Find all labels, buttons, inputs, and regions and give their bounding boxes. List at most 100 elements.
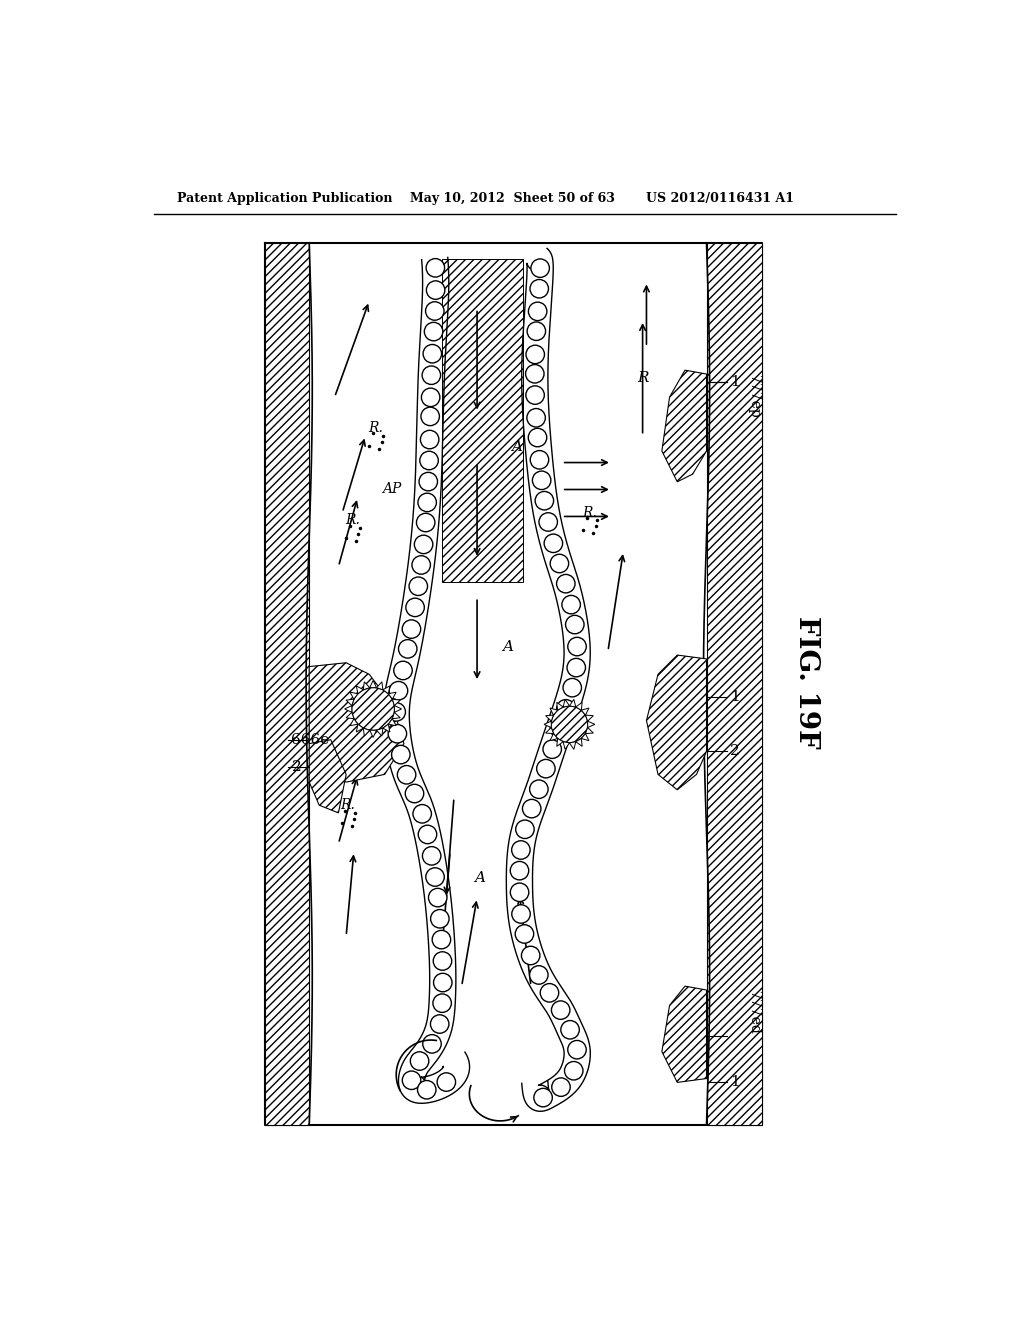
Polygon shape <box>383 686 390 694</box>
Text: R: R <box>637 371 648 384</box>
Circle shape <box>564 1061 583 1080</box>
Text: A: A <box>512 440 522 454</box>
Circle shape <box>387 702 406 721</box>
Circle shape <box>402 620 421 639</box>
Polygon shape <box>309 663 403 781</box>
Circle shape <box>422 366 440 384</box>
Circle shape <box>551 706 588 743</box>
Text: R.: R. <box>582 506 597 520</box>
Circle shape <box>424 322 442 341</box>
Circle shape <box>552 1001 570 1019</box>
Polygon shape <box>388 718 396 726</box>
Circle shape <box>433 952 452 970</box>
Polygon shape <box>309 739 346 813</box>
Circle shape <box>530 450 549 469</box>
Polygon shape <box>346 700 354 706</box>
Circle shape <box>567 638 587 656</box>
Circle shape <box>412 556 430 574</box>
Circle shape <box>391 746 410 764</box>
Circle shape <box>437 1073 456 1092</box>
Circle shape <box>567 659 586 677</box>
Circle shape <box>516 820 535 838</box>
Polygon shape <box>346 713 354 718</box>
Polygon shape <box>546 727 553 734</box>
Polygon shape <box>582 708 589 715</box>
Circle shape <box>418 1081 436 1100</box>
Circle shape <box>419 473 437 491</box>
Circle shape <box>398 640 417 659</box>
Circle shape <box>512 904 530 923</box>
Text: May 10, 2012  Sheet 50 of 63: May 10, 2012 Sheet 50 of 63 <box>410 191 615 205</box>
Text: A: A <box>474 871 485 886</box>
Polygon shape <box>442 259 523 582</box>
Circle shape <box>411 1052 429 1071</box>
Polygon shape <box>356 686 364 694</box>
Circle shape <box>431 909 450 928</box>
Circle shape <box>418 825 436 843</box>
Circle shape <box>430 1015 449 1034</box>
Circle shape <box>565 615 584 634</box>
Polygon shape <box>586 727 593 734</box>
Polygon shape <box>575 738 583 746</box>
Circle shape <box>415 535 433 553</box>
Polygon shape <box>550 708 558 715</box>
Circle shape <box>394 661 413 680</box>
Circle shape <box>426 259 444 277</box>
Circle shape <box>557 700 575 718</box>
Circle shape <box>528 302 547 321</box>
Polygon shape <box>364 682 370 690</box>
Circle shape <box>530 280 549 298</box>
Circle shape <box>433 994 452 1012</box>
Circle shape <box>426 867 444 886</box>
Circle shape <box>418 494 436 512</box>
Polygon shape <box>557 702 563 710</box>
Circle shape <box>423 846 441 865</box>
Polygon shape <box>707 243 762 1125</box>
Circle shape <box>561 1020 580 1039</box>
Circle shape <box>527 408 546 426</box>
Circle shape <box>526 345 545 363</box>
Polygon shape <box>392 700 400 706</box>
Circle shape <box>409 577 428 595</box>
Circle shape <box>402 1071 421 1089</box>
Circle shape <box>557 574 575 593</box>
Circle shape <box>534 1089 552 1107</box>
Circle shape <box>426 302 444 321</box>
Circle shape <box>550 554 568 573</box>
Polygon shape <box>557 738 563 746</box>
Circle shape <box>529 966 548 985</box>
Circle shape <box>550 719 568 738</box>
Text: R.: R. <box>340 799 355 812</box>
Text: FIG. 19F: FIG. 19F <box>794 615 820 748</box>
Polygon shape <box>356 725 364 733</box>
Polygon shape <box>563 700 569 708</box>
Text: 777ed: 777ed <box>746 991 761 1035</box>
Polygon shape <box>575 702 583 710</box>
Circle shape <box>351 688 394 730</box>
Circle shape <box>388 725 407 743</box>
Text: 1: 1 <box>730 1076 740 1089</box>
Circle shape <box>422 388 440 407</box>
Polygon shape <box>582 734 589 741</box>
Circle shape <box>417 513 435 532</box>
Text: R.: R. <box>368 421 383 434</box>
Circle shape <box>428 888 446 907</box>
Circle shape <box>532 471 551 490</box>
Polygon shape <box>345 706 352 713</box>
Circle shape <box>527 322 546 341</box>
Circle shape <box>433 973 452 991</box>
Circle shape <box>525 364 544 383</box>
Polygon shape <box>544 721 551 727</box>
Polygon shape <box>569 742 575 750</box>
Polygon shape <box>350 718 357 726</box>
Polygon shape <box>563 742 569 750</box>
Polygon shape <box>662 986 707 1082</box>
Text: 1: 1 <box>730 375 740 388</box>
Text: A: A <box>503 640 513 655</box>
Polygon shape <box>662 370 707 482</box>
Circle shape <box>389 681 408 700</box>
Polygon shape <box>546 715 553 721</box>
Circle shape <box>510 862 528 880</box>
Circle shape <box>420 451 438 470</box>
Circle shape <box>426 281 444 300</box>
